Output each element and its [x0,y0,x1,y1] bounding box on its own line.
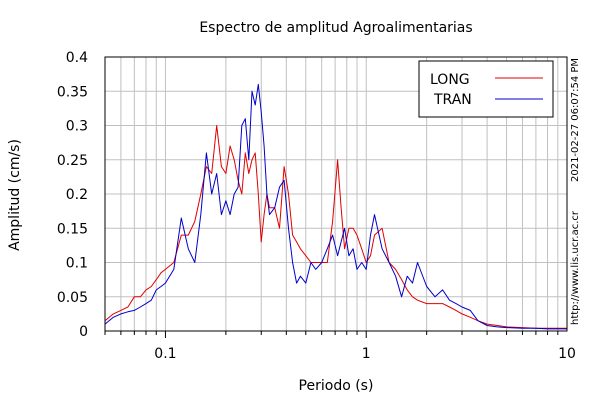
website-label: http://www.lis.ucr.ac.cr [570,210,581,325]
y-tick-label: 0.05 [57,290,88,306]
y-tick-label: 0.35 [57,84,88,100]
legend-box [418,60,554,118]
x-axis-title: Periodo (s) [299,378,374,394]
y-tick-label: 0.2 [66,187,88,203]
chart-title: Espectro de amplitud Agroalimentarias [199,20,472,36]
x-tick-label: 0.1 [154,346,176,362]
plot-frame [104,56,568,332]
y-tick-label: 0.1 [66,256,88,272]
x-tick-label: 10 [558,346,576,362]
legend-label-long: LONG [430,72,470,88]
grid [104,56,567,332]
y-axis: 0 0.05 0.1 0.15 0.2 0.25 0.3 0.35 0.4 [57,50,88,340]
x-axis: 0.1 1 10 [104,331,576,362]
x-tick-label: 1 [362,346,371,362]
y-tick-label: 0.4 [66,50,88,66]
series-line-long [104,125,567,329]
series-layer [104,83,567,330]
series-line-tran [104,83,567,330]
legend: LONG TRAN [418,60,554,118]
y-tick-label: 0.15 [57,221,88,237]
y-tick-label: 0 [79,324,88,340]
timestamp-label: 2021-02-27 06:07:54 PM [570,58,581,182]
y-tick-label: 0.25 [57,153,88,169]
legend-label-tran: TRAN [433,92,472,108]
y-tick-label: 0.3 [66,119,88,135]
y-axis-title: Amplitud (cm/s) [7,139,23,251]
